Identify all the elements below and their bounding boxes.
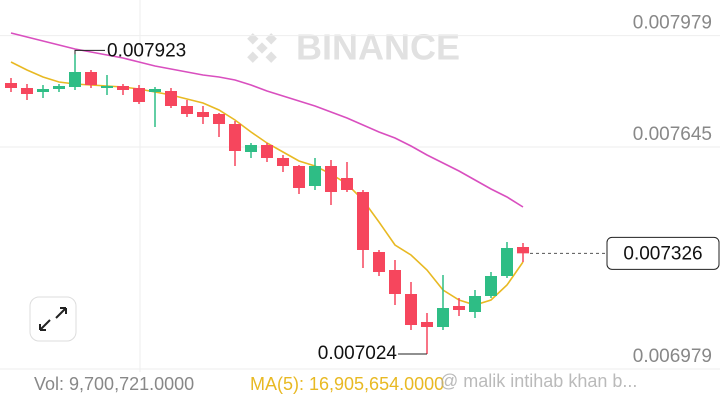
candle-body — [165, 91, 177, 106]
candle-body — [117, 86, 129, 90]
candle-body — [69, 72, 81, 87]
candle-body — [21, 88, 33, 94]
candle-body — [229, 124, 241, 151]
y-tick-label: 0.007645 — [633, 124, 712, 145]
candle-body — [149, 89, 161, 92]
watermark: BINANCE — [247, 27, 460, 68]
ma-line — [10, 32, 524, 208]
candle-body — [373, 252, 385, 272]
candle-body — [357, 192, 369, 250]
candle-body — [485, 276, 497, 296]
candle-body — [469, 296, 481, 312]
candle-body — [277, 158, 289, 166]
candle-body — [293, 166, 305, 188]
y-tick-label: 0.006979 — [633, 346, 712, 367]
volume-text: Vol: 9,700,721.0000 — [34, 374, 194, 394]
candle-body — [37, 89, 49, 92]
high-pointer — [74, 49, 105, 55]
candle-body — [197, 112, 209, 117]
candle-body — [5, 83, 17, 88]
price-label: 0.007326 — [623, 243, 702, 264]
candle-body — [261, 145, 273, 158]
candle-body — [53, 86, 65, 89]
expand-icon — [39, 307, 67, 331]
ma-text: MA(5): 16,905,654.0000 — [250, 374, 444, 394]
candle-body — [437, 308, 449, 327]
watermark-text: BINANCE — [296, 27, 460, 68]
high-label: 0.007923 — [107, 40, 186, 61]
candle-body — [389, 270, 401, 294]
candle-body — [245, 145, 257, 152]
candle-body — [101, 86, 113, 88]
plot — [0, 32, 720, 370]
candle-body — [405, 294, 417, 325]
credit: @ malik intihab khan b... — [440, 371, 637, 391]
candle-body — [421, 322, 433, 327]
candle-body — [213, 114, 225, 124]
candle-body — [85, 72, 97, 85]
y-tick-label: 0.007979 — [633, 13, 712, 34]
candle-body — [309, 166, 321, 186]
candle-body — [453, 306, 465, 310]
expand-button[interactable] — [29, 296, 77, 342]
candle-body — [133, 88, 145, 102]
low-label: 0.007024 — [318, 343, 398, 364]
candle-body — [341, 178, 353, 190]
candle-body — [325, 166, 337, 192]
price-box — [606, 236, 720, 270]
ma-line — [10, 61, 524, 306]
candle-body — [501, 248, 513, 276]
candle-body — [181, 106, 193, 114]
candle-body — [517, 247, 529, 254]
